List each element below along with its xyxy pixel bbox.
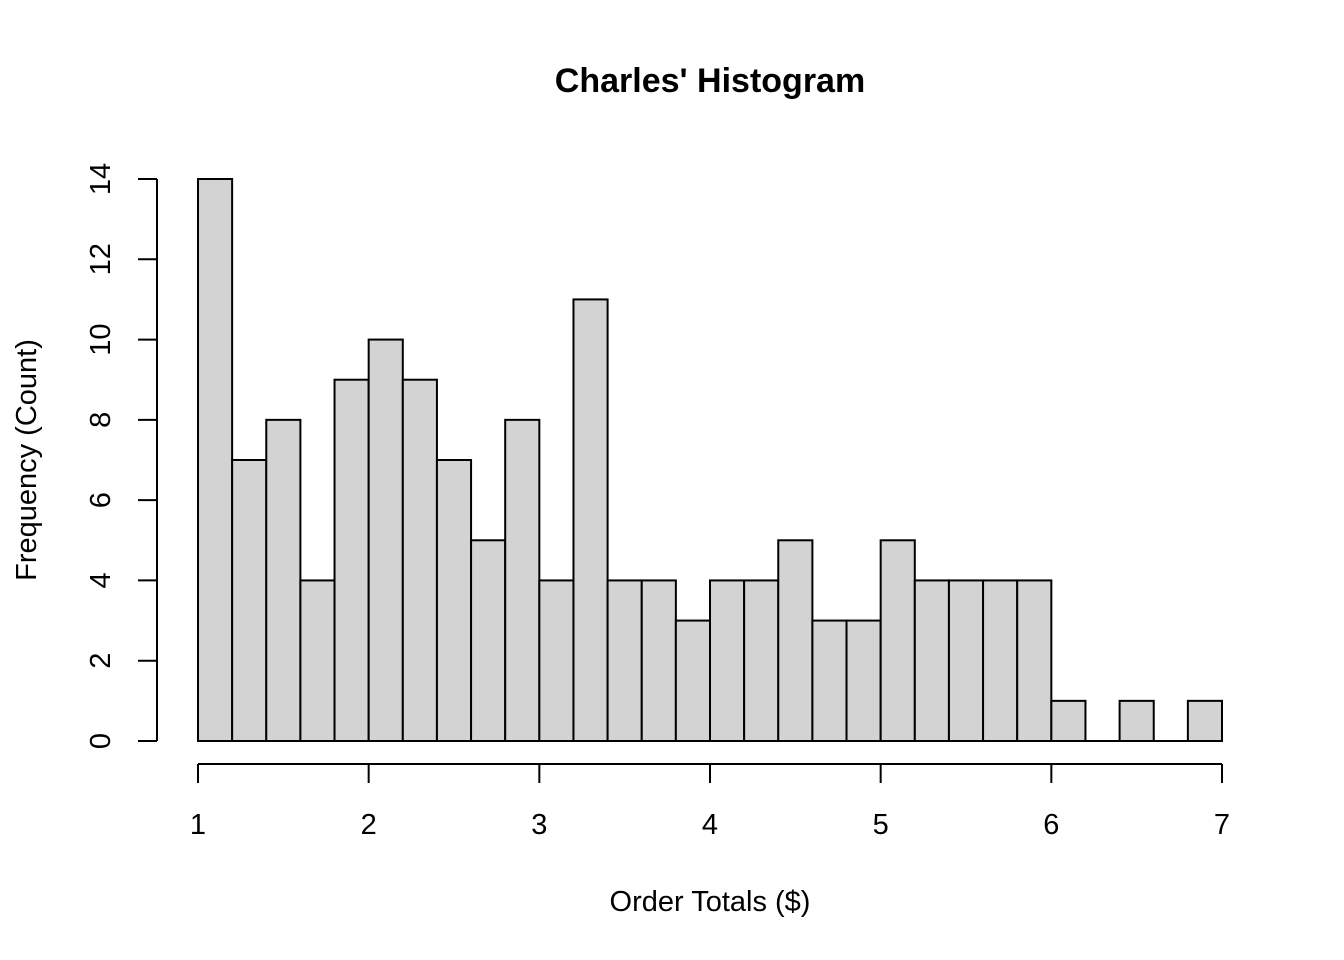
histogram-bar xyxy=(538,579,575,743)
x-tick-label: 1 xyxy=(190,809,206,841)
histogram-bar xyxy=(367,338,404,742)
chart-title: Charles' Histogram xyxy=(555,62,865,100)
y-tick-label: 14 xyxy=(85,163,117,195)
x-axis-label: Order Totals ($) xyxy=(610,886,811,918)
y-tick-label: 8 xyxy=(85,412,117,428)
histogram-bar xyxy=(1050,699,1087,742)
histogram-bar xyxy=(913,579,950,743)
y-tick-label: 0 xyxy=(85,733,117,749)
x-tick-label: 4 xyxy=(702,809,718,841)
y-tick-label: 2 xyxy=(85,653,117,669)
x-tick-label: 3 xyxy=(531,809,547,841)
histogram-bar xyxy=(1186,699,1224,742)
histogram-bar xyxy=(709,579,746,743)
y-tick-label: 4 xyxy=(85,572,117,588)
histogram-bar xyxy=(504,418,541,742)
histogram-bar xyxy=(982,579,1019,743)
y-tick-label: 10 xyxy=(85,323,117,355)
histogram-bar xyxy=(845,619,882,742)
histogram-bar xyxy=(674,619,711,742)
histogram-bar xyxy=(299,579,336,743)
histogram-bar xyxy=(606,579,643,743)
y-tick-label: 6 xyxy=(85,492,117,508)
histogram-bar xyxy=(879,539,916,742)
histogram-bar xyxy=(265,418,302,742)
histogram-bar xyxy=(947,579,985,743)
histogram-bar xyxy=(1118,699,1155,742)
x-tick-label: 2 xyxy=(361,809,377,841)
histogram-bar xyxy=(572,298,609,742)
x-tick-label: 6 xyxy=(1043,809,1059,841)
histogram-bar xyxy=(640,579,677,743)
y-tick-label: 12 xyxy=(85,243,117,275)
x-axis: 1 2 3 4 5 6 7 xyxy=(190,763,1230,841)
histogram-bar xyxy=(435,459,473,742)
histogram-bar xyxy=(777,539,814,742)
x-tick-label: 7 xyxy=(1214,809,1230,841)
histogram-bar xyxy=(401,378,438,742)
histogram-bar xyxy=(470,539,507,742)
y-axis-label: Frequency (Count) xyxy=(11,339,43,581)
histogram-bar xyxy=(811,619,848,742)
histogram-bar xyxy=(197,178,234,742)
bars-group xyxy=(197,178,1224,743)
histogram-bar xyxy=(743,579,780,743)
histogram-bar xyxy=(231,459,268,742)
histogram-bar xyxy=(1016,579,1053,743)
histogram-bar xyxy=(333,378,370,742)
x-tick-label: 5 xyxy=(873,809,889,841)
y-axis: 0 2 4 6 8 10 12 14 xyxy=(85,163,158,749)
